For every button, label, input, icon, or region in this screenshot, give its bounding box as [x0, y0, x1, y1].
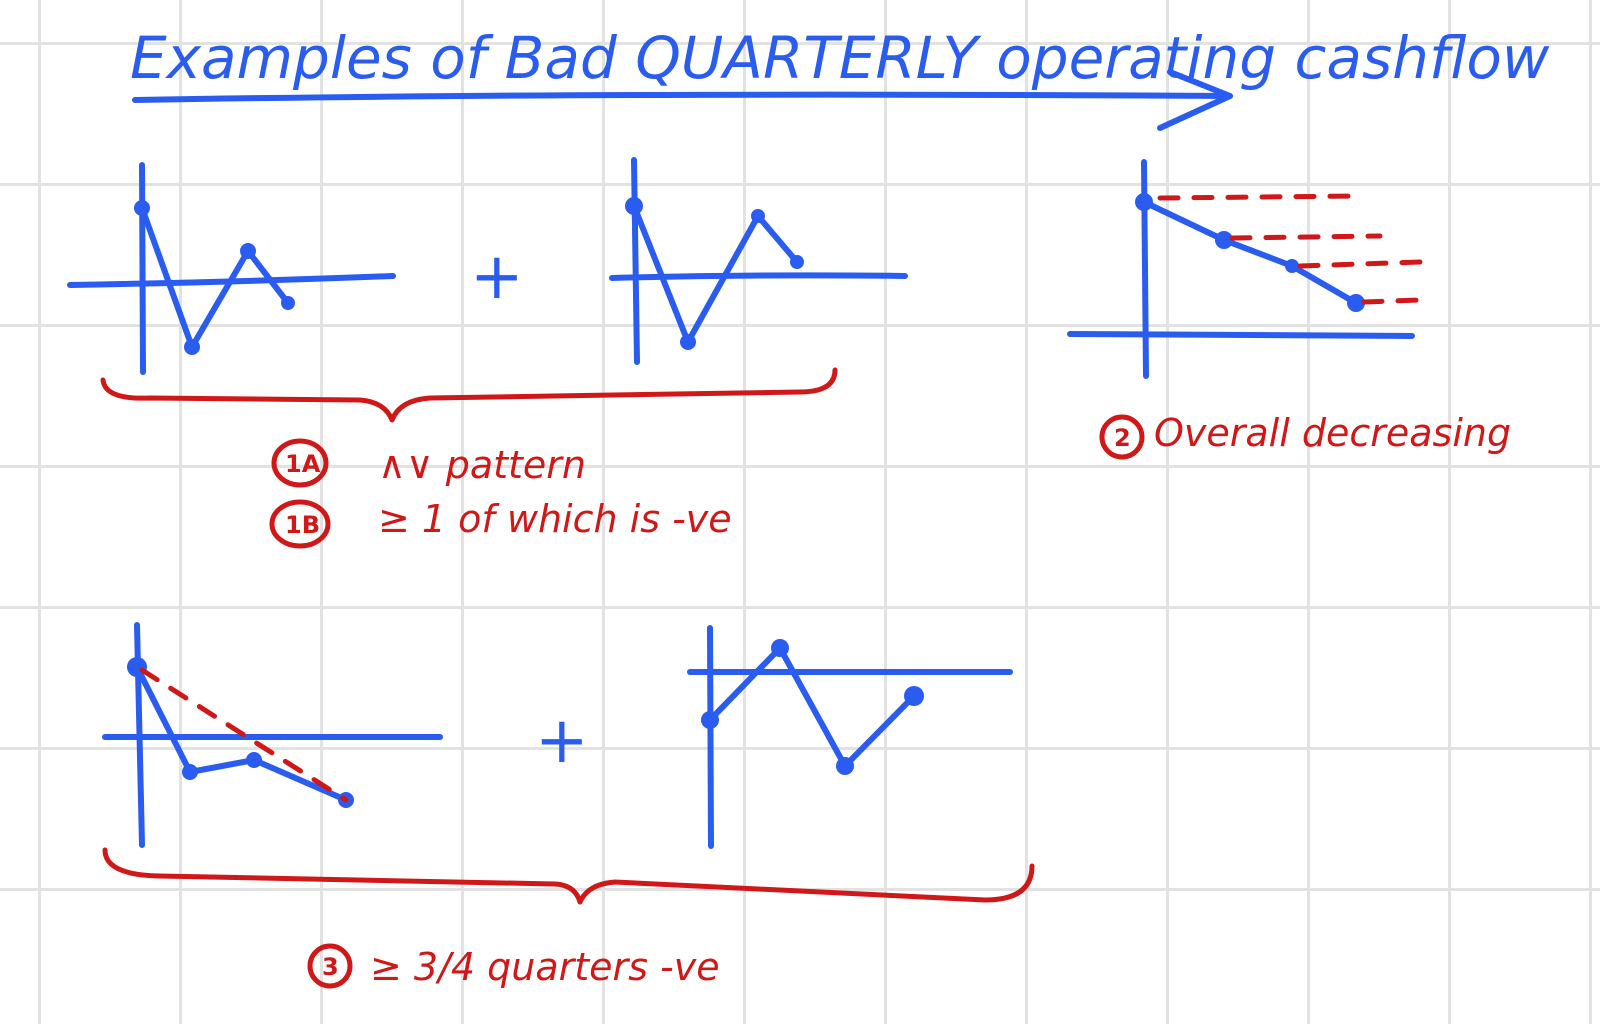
point — [790, 255, 804, 269]
svg-text:1B: 1B — [285, 511, 320, 539]
point — [836, 757, 854, 775]
brace-top — [100, 367, 838, 423]
point — [771, 639, 789, 657]
point — [625, 197, 643, 215]
chart-2-decreasing — [1067, 159, 1423, 379]
point — [1285, 259, 1299, 273]
note-2: 2 Overall decreasing — [1099, 411, 1511, 460]
svg-text:1A: 1A — [285, 450, 321, 478]
point — [182, 764, 198, 780]
point — [1347, 294, 1365, 312]
point — [680, 334, 696, 350]
svg-text:2: 2 — [1114, 424, 1131, 452]
chart-1a-left — [67, 162, 396, 375]
svg-text:3: 3 — [322, 953, 339, 981]
point — [1135, 193, 1153, 211]
svg-text:∧∨ pattern: ∧∨ pattern — [378, 443, 586, 487]
chart-3-right — [687, 625, 1013, 849]
point — [134, 200, 150, 216]
point — [281, 296, 295, 310]
title-underline-arrow — [132, 69, 1233, 131]
point — [184, 339, 200, 355]
point — [240, 243, 256, 259]
svg-text:≥ 3/4 quarters -ve: ≥ 3/4 quarters -ve — [370, 945, 720, 989]
chart-3-left — [102, 622, 443, 848]
page-title: Examples of Bad QUARTERLY operating cash… — [130, 24, 1550, 92]
point — [904, 686, 924, 706]
brace-bottom — [102, 847, 1035, 905]
note-1b: 1B ≥ 1 of which is -ve — [269, 497, 732, 549]
plus-sign-top: + — [470, 240, 524, 314]
note-1a: 1A ∧∨ pattern — [271, 438, 586, 488]
plus-sign-bottom: + — [535, 704, 589, 778]
point — [751, 209, 765, 223]
svg-text:≥ 1 of which is -ve: ≥ 1 of which is -ve — [378, 497, 732, 541]
chart-1a-right — [609, 157, 908, 365]
point — [246, 752, 262, 768]
svg-text:Overall decreasing: Overall decreasing — [1154, 411, 1511, 455]
note-3: 3 ≥ 3/4 quarters -ve — [307, 943, 720, 989]
point — [1215, 231, 1233, 249]
point — [701, 711, 719, 729]
